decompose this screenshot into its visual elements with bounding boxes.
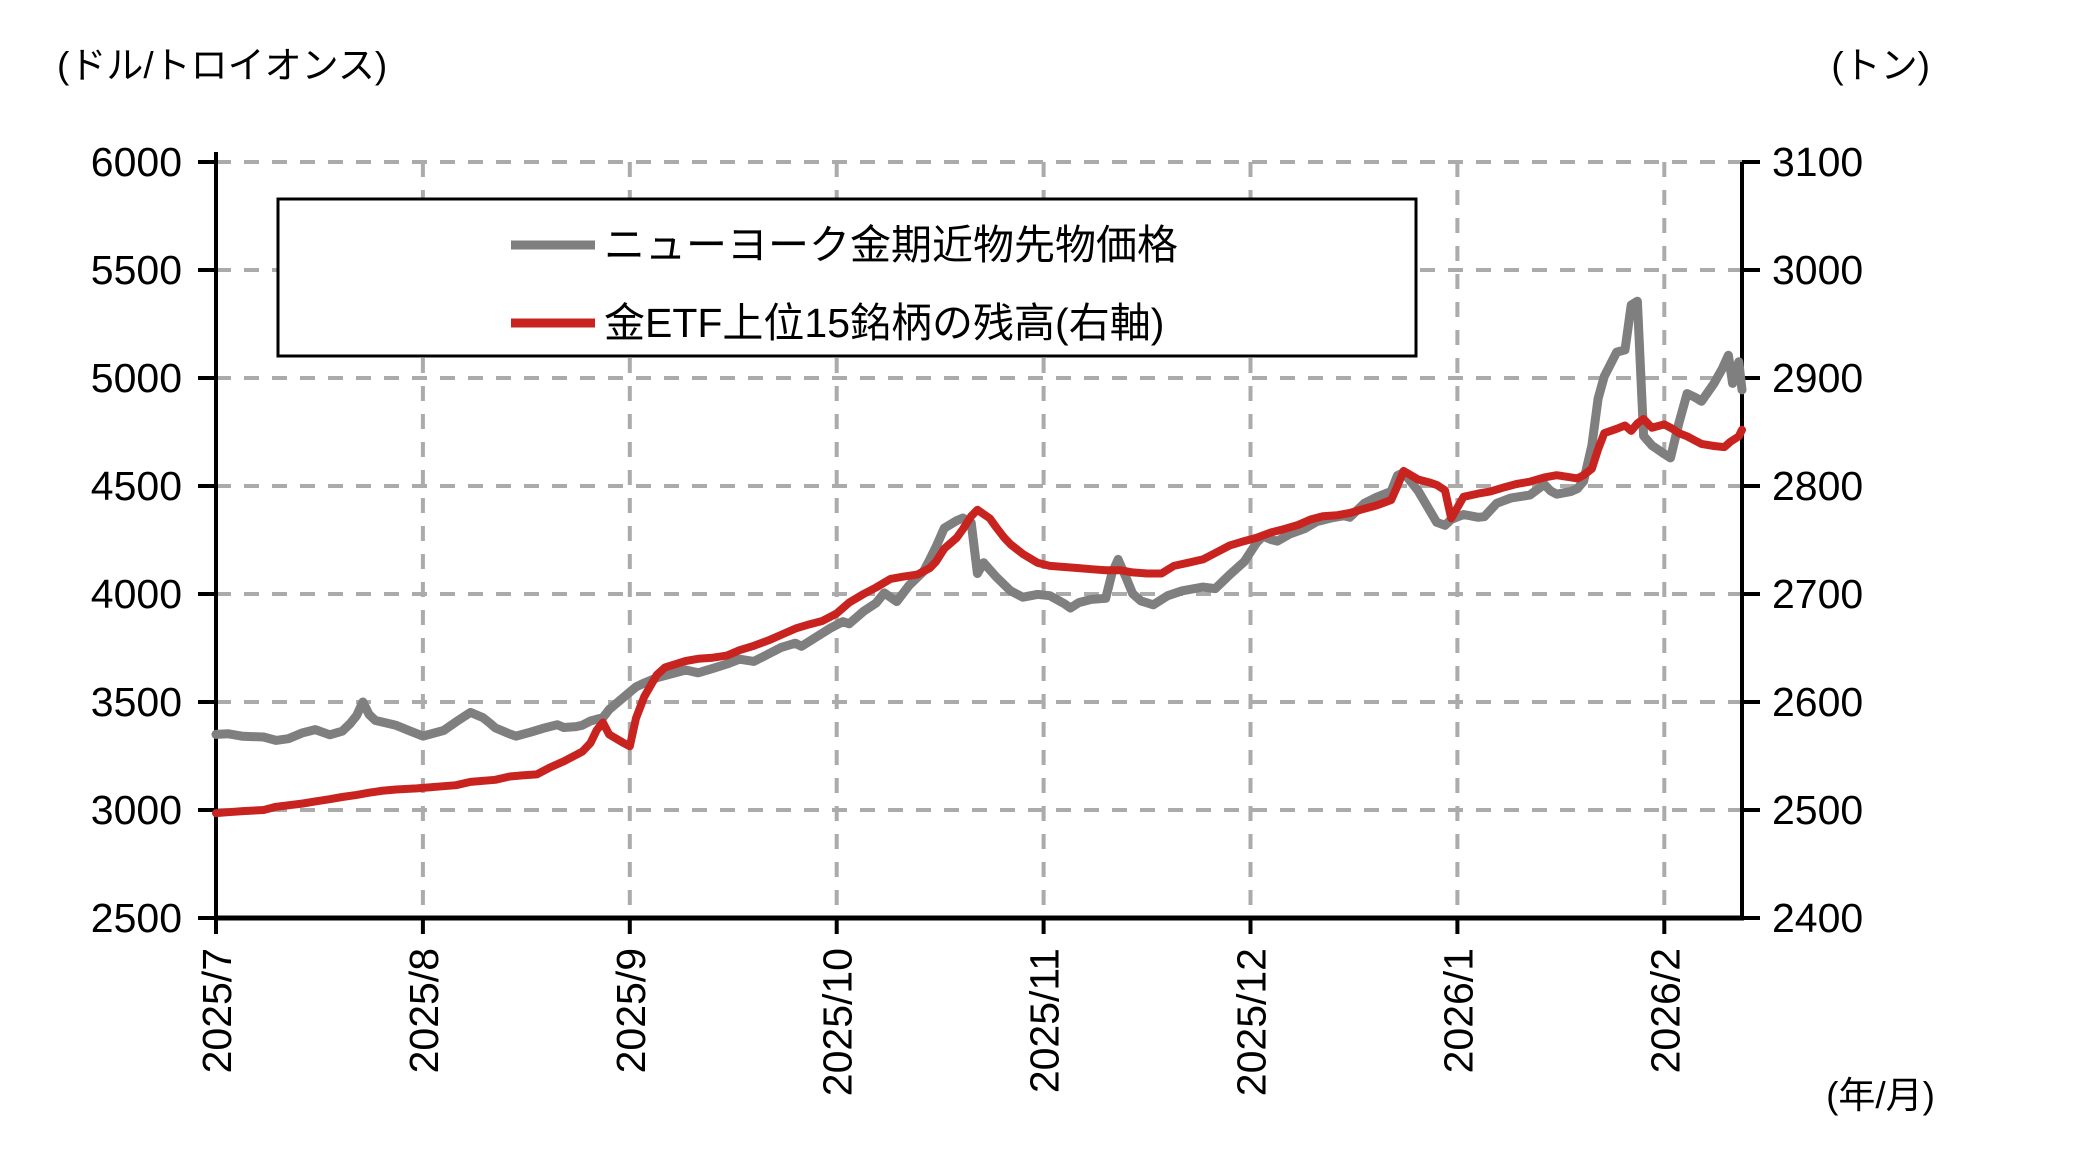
left-axis-tick-label: 4500 xyxy=(91,463,182,509)
x-axis-tick-label: 2025/11 xyxy=(1022,948,1068,1093)
axes xyxy=(214,152,1744,921)
series-line-futures-price xyxy=(211,296,1747,745)
x-axis-tick-label: 2026/2 xyxy=(1642,948,1688,1073)
right-axis-tick-label: 3000 xyxy=(1772,247,1863,293)
x-axis-tick-label: 2025/9 xyxy=(608,948,654,1073)
right-axis-tick-label: 2500 xyxy=(1772,787,1863,833)
data-series xyxy=(211,296,1747,818)
x-axis-tick-label: 2026/1 xyxy=(1435,948,1481,1073)
right-axis-tick-label: 3100 xyxy=(1772,139,1863,185)
right-axis-tick-label: 2600 xyxy=(1772,679,1863,725)
left-axis-tick-label: 5500 xyxy=(91,247,182,293)
left-axis-tick-label: 3500 xyxy=(91,679,182,725)
right-axis-tick-label: 2700 xyxy=(1772,571,1863,617)
x-axis-tick-label: 2025/8 xyxy=(401,948,447,1073)
left-axis-unit-label: (ドル/トロイオンス) xyxy=(57,45,387,86)
x-axis-unit-label: (年/月) xyxy=(1826,1075,1935,1116)
left-axis-tick-label: 4000 xyxy=(91,571,182,617)
x-axis-tick-label: 2025/12 xyxy=(1229,948,1275,1096)
legend-futures-label: ニューヨーク金期近物先物価格 xyxy=(604,222,1178,268)
left-axis-tick-label: 5000 xyxy=(91,355,182,401)
x-axis-tick-label: 2025/10 xyxy=(815,948,861,1096)
legend-etf-label: 金ETF上位15銘柄の残高(右軸) xyxy=(604,300,1164,346)
right-axis-tick-label: 2400 xyxy=(1772,895,1863,941)
left-axis-tick-label: 3000 xyxy=(91,787,182,833)
right-axis-unit-label: (トン) xyxy=(1831,45,1930,86)
right-axis-tick-label: 2800 xyxy=(1772,463,1863,509)
axis-ticks xyxy=(198,160,1760,934)
axis-tick-labels: 6000 5500 5000 4500 4000 3500 3000 2500 3100 3000… xyxy=(91,139,1863,1096)
series-line-etf-holdings xyxy=(212,415,1746,818)
left-axis-tick-label: 6000 xyxy=(91,139,182,185)
x-axis-tick-label: 2025/7 xyxy=(194,948,240,1073)
right-axis-tick-label: 2900 xyxy=(1772,355,1863,401)
legend: ニューヨーク金期近物先物価格 金ETF上位15銘柄の残高(右軸) xyxy=(276,197,1418,358)
legend-box xyxy=(276,197,1418,358)
left-axis-tick-label: 2500 xyxy=(91,895,182,941)
